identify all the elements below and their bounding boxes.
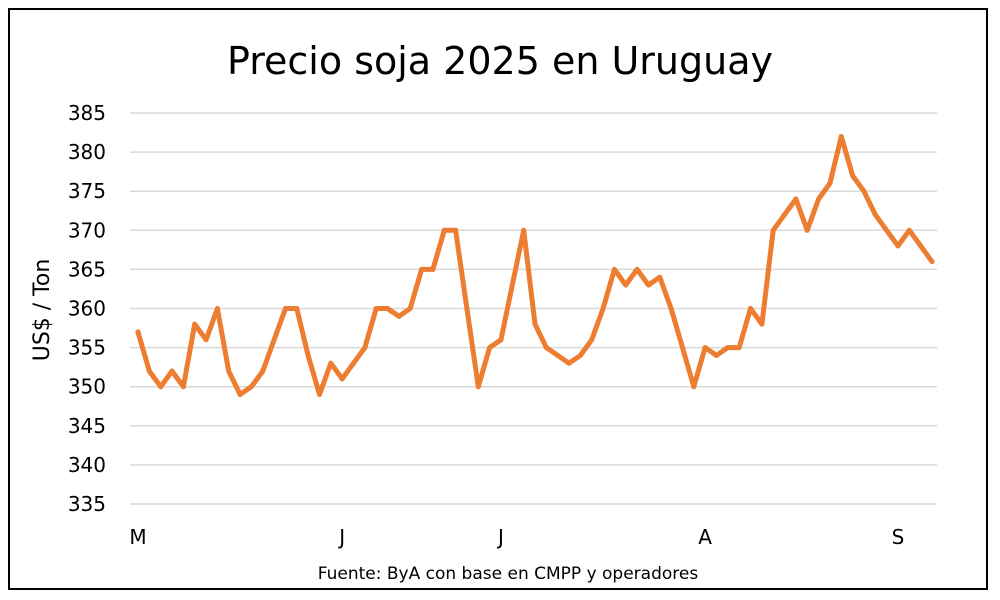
- data-point: [180, 384, 186, 390]
- data-point: [679, 345, 685, 351]
- data-point: [362, 345, 368, 351]
- data-point: [645, 282, 651, 288]
- chart-frame: [8, 8, 988, 590]
- x-tick-label: J: [496, 525, 504, 549]
- data-point: [623, 282, 629, 288]
- data-point: [725, 345, 731, 351]
- x-tick-label: J: [337, 525, 345, 549]
- data-point: [498, 337, 504, 343]
- data-point: [169, 368, 175, 374]
- data-point: [305, 352, 311, 358]
- data-point: [804, 227, 810, 233]
- data-point: [192, 321, 198, 327]
- data-point: [351, 360, 357, 366]
- data-point: [929, 259, 935, 265]
- data-point: [158, 384, 164, 390]
- data-point: [827, 180, 833, 186]
- data-point: [589, 337, 595, 343]
- series-line: [135, 134, 935, 397]
- data-point: [816, 196, 822, 202]
- data-point: [611, 266, 617, 272]
- data-point: [691, 384, 697, 390]
- y-tick-label: 345: [68, 414, 106, 438]
- data-point: [782, 212, 788, 218]
- data-point: [918, 243, 924, 249]
- data-point: [260, 368, 266, 374]
- y-tick-label: 355: [68, 336, 106, 360]
- data-point: [850, 173, 856, 179]
- x-tick-label: S: [892, 525, 905, 549]
- x-tick-label: M: [129, 525, 146, 549]
- data-point: [668, 306, 674, 311]
- data-point: [793, 196, 799, 202]
- chart-title: Precio soja 2025 en Uruguay: [227, 39, 773, 83]
- data-point: [203, 337, 209, 343]
- data-point: [430, 266, 436, 272]
- data-point: [396, 313, 402, 319]
- data-point: [441, 227, 447, 233]
- data-point: [135, 329, 141, 335]
- y-tick-label: 370: [68, 218, 106, 242]
- data-point: [271, 337, 277, 343]
- data-point: [282, 306, 288, 311]
- data-point: [577, 352, 583, 358]
- data-point: [713, 352, 719, 358]
- data-point: [657, 274, 663, 280]
- data-point: [226, 368, 232, 374]
- gridlines: [130, 112, 937, 505]
- data-point: [373, 306, 379, 311]
- data-point: [509, 282, 515, 288]
- data-point: [770, 227, 776, 233]
- data-point: [555, 352, 561, 358]
- y-tick-label: 365: [68, 257, 106, 281]
- y-tick-label: 350: [68, 375, 106, 399]
- y-tick-label: 375: [68, 179, 106, 203]
- data-point: [884, 227, 890, 233]
- source-note: Fuente: ByA con base en CMPP y operadore…: [318, 564, 699, 584]
- data-point: [736, 345, 742, 351]
- data-point: [634, 266, 640, 272]
- data-point: [906, 227, 912, 233]
- data-point: [600, 306, 606, 311]
- data-point: [146, 368, 152, 374]
- data-point: [895, 243, 901, 249]
- data-point: [214, 306, 220, 311]
- data-point: [543, 345, 549, 351]
- data-point: [453, 227, 459, 233]
- data-point: [419, 266, 425, 272]
- series-layer: [135, 133, 935, 398]
- y-tick-label: 340: [68, 453, 106, 477]
- y-tick-label: 380: [68, 140, 106, 164]
- data-point: [248, 384, 254, 390]
- y-axis-ticks: 335 340 345 350 355 360 365 370 375 380 385: [68, 101, 106, 516]
- data-point: [759, 321, 765, 327]
- x-tick-label: A: [698, 525, 712, 549]
- data-point: [464, 306, 470, 311]
- data-point: [861, 188, 867, 194]
- data-point: [702, 345, 708, 351]
- data-point: [385, 306, 391, 311]
- y-tick-label: 385: [68, 101, 106, 125]
- data-point: [532, 321, 538, 327]
- data-point: [316, 392, 322, 398]
- data-point: [294, 306, 300, 311]
- data-point: [748, 306, 754, 311]
- y-tick-label: 335: [68, 492, 106, 516]
- data-point: [566, 360, 572, 366]
- y-tick-label: 360: [68, 297, 106, 321]
- data-point: [475, 384, 481, 390]
- data-point: [407, 306, 413, 311]
- data-point: [838, 133, 844, 139]
- data-point: [237, 392, 243, 398]
- data-point: [339, 376, 345, 382]
- data-point: [328, 360, 334, 366]
- y-axis-label: US$ / Ton: [30, 259, 55, 362]
- data-point: [521, 227, 527, 233]
- data-point: [487, 345, 493, 351]
- data-point: [872, 212, 878, 218]
